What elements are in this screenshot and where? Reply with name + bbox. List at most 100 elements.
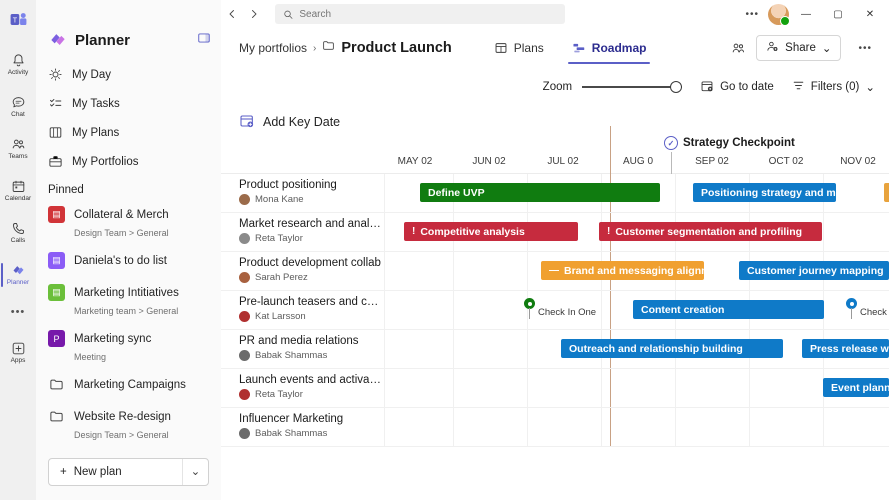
header-more-icon[interactable]: ••• bbox=[858, 42, 872, 54]
row-title: Pre-launch teasers and cam... bbox=[239, 296, 384, 308]
sun-icon bbox=[49, 68, 62, 81]
pinned-item-marketing-sync[interactable]: P Marketing sync Meeting bbox=[36, 324, 221, 370]
task-bar[interactable]: ! Competitive analysis bbox=[404, 222, 578, 241]
app-header: My portfolios › Product Launch Plans Road… bbox=[221, 28, 889, 68]
check-in-marker[interactable]: Check In bbox=[846, 298, 889, 320]
bell-icon bbox=[12, 54, 24, 67]
task-bar[interactable]: — Brand and messaging alignment bbox=[541, 261, 704, 280]
task-bar[interactable]: Press release writing bbox=[802, 339, 889, 358]
roadmap-row: Influencer Marketing Babak Shammas bbox=[221, 408, 889, 447]
zoom-control[interactable]: Zoom bbox=[542, 80, 683, 94]
planner-sidebar: Planner My Day My Tasks My Plans My Portfol… bbox=[36, 0, 221, 500]
rail-item-planner[interactable]: Planner bbox=[0, 254, 36, 296]
rail-item-calendar[interactable]: Calendar bbox=[0, 170, 36, 212]
pinned-item-name: Website Re-design bbox=[74, 411, 171, 423]
task-bar[interactable] bbox=[884, 183, 889, 202]
avatar bbox=[239, 194, 250, 205]
sidebar-item-my-portfolios[interactable]: My Portfolios bbox=[36, 147, 221, 176]
row-label[interactable]: Launch events and activations Reta Taylor bbox=[239, 373, 384, 400]
sidebar-item-my-tasks[interactable]: My Tasks bbox=[36, 89, 221, 118]
pinned-item-subtitle: Marketing team > General bbox=[74, 306, 179, 316]
pinned-item-marketing-campaigns[interactable]: Marketing Campaigns bbox=[36, 370, 221, 402]
timeline-tick: OCT 02 bbox=[768, 156, 804, 167]
priority-icon: — bbox=[549, 265, 559, 276]
row-title: PR and media relations bbox=[239, 335, 359, 347]
search-input[interactable] bbox=[299, 8, 557, 20]
titlebar-more-icon[interactable]: ••• bbox=[745, 8, 759, 20]
breadcrumb-root[interactable]: My portfolios bbox=[239, 41, 308, 55]
row-label[interactable]: PR and media relations Babak Shammas bbox=[239, 334, 384, 361]
roadmap-row: PR and media relations Babak Shammas Outre… bbox=[221, 330, 889, 369]
user-avatar[interactable] bbox=[768, 3, 790, 26]
back-button[interactable] bbox=[221, 3, 243, 25]
pin-icon bbox=[524, 298, 535, 320]
row-label[interactable]: Market research and analysis Reta Taylor bbox=[239, 217, 384, 244]
timeline-tick: JUL 02 bbox=[547, 156, 579, 167]
row-label[interactable]: Pre-launch teasers and cam... Kat Larsson bbox=[239, 295, 384, 322]
pinned-item-marketing-intitiatives[interactable]: ▤ Marketing Intitiatives Marketing team > … bbox=[36, 278, 221, 324]
row-label[interactable]: Product positioning Mona Kane bbox=[239, 178, 384, 205]
milestone-strategy-checkpoint[interactable]: ✓ Strategy Checkpoint bbox=[664, 136, 795, 150]
go-to-date-label: Go to date bbox=[720, 81, 774, 93]
task-bar-label: Positioning strategy and mess... bbox=[701, 186, 836, 199]
row-label[interactable]: Influencer Marketing Babak Shammas bbox=[239, 412, 384, 439]
task-bar[interactable]: Outreach and relationship building bbox=[561, 339, 783, 358]
task-bar[interactable]: Define UVP bbox=[420, 183, 660, 202]
people-group-icon[interactable] bbox=[731, 41, 746, 56]
check-in-marker[interactable]: Check In One bbox=[524, 298, 596, 320]
timeline-tick: NOV 02 bbox=[840, 156, 876, 167]
zoom-slider-knob[interactable] bbox=[670, 81, 683, 93]
zoom-slider[interactable] bbox=[582, 80, 683, 94]
task-bar-label: Customer journey mapping bbox=[747, 264, 884, 277]
teams-logo-icon: T bbox=[9, 10, 28, 34]
rail-item-label: Calendar bbox=[4, 195, 32, 202]
task-bar[interactable]: Positioning strategy and mess... bbox=[693, 183, 836, 202]
avatar bbox=[239, 428, 250, 439]
sidebar-item-my-day[interactable]: My Day bbox=[36, 60, 221, 89]
rail-item-calls[interactable]: Calls bbox=[0, 212, 36, 254]
sidebar-nav-list: My Day My Tasks My Plans My Portfolios bbox=[36, 60, 221, 176]
pinned-item-website-re-design[interactable]: Website Re-design Design Team > General bbox=[36, 402, 221, 448]
rail-item-chat[interactable]: Chat bbox=[0, 86, 36, 128]
add-key-date-button[interactable]: Add Key Date bbox=[221, 106, 889, 136]
rail-more-icon[interactable]: ••• bbox=[10, 306, 26, 318]
new-plan-button[interactable]: + New plan ⌄ bbox=[48, 458, 209, 486]
task-bar[interactable]: Event planning bbox=[823, 378, 889, 397]
new-plan-label: New plan bbox=[73, 466, 122, 478]
row-assignee: Babak Shammas bbox=[239, 428, 384, 439]
row-label[interactable]: Product development collab Sarah Perez bbox=[239, 256, 384, 283]
filters-button[interactable]: Filters (0) ⌄ bbox=[792, 79, 875, 95]
chevron-down-icon: ⌄ bbox=[821, 43, 832, 55]
sidebar-item-my-plans[interactable]: My Plans bbox=[36, 118, 221, 147]
go-to-date-button[interactable]: Go to date bbox=[700, 79, 774, 96]
maximize-button[interactable]: ▢ bbox=[833, 8, 843, 20]
check-in-label: Check In bbox=[860, 307, 889, 318]
task-bar[interactable]: Customer journey mapping bbox=[739, 261, 889, 280]
chevron-down-icon[interactable]: ⌄ bbox=[182, 459, 208, 485]
minimize-button[interactable]: — bbox=[801, 8, 811, 20]
row-assignee: Mona Kane bbox=[239, 194, 384, 205]
search-icon bbox=[284, 10, 293, 19]
zoom-label: Zoom bbox=[542, 81, 573, 93]
rail-item-activity[interactable]: Activity bbox=[0, 44, 36, 86]
task-bar-label: Event planning bbox=[831, 381, 889, 394]
task-bar[interactable]: ! Customer segmentation and profiling bbox=[599, 222, 822, 241]
folder-icon bbox=[48, 376, 65, 393]
task-bar[interactable]: Content creation bbox=[633, 300, 824, 319]
rail-item-apps[interactable]: Apps bbox=[0, 332, 36, 374]
search-box[interactable] bbox=[275, 4, 565, 24]
roadmap-row: Market research and analysis Reta Taylor!… bbox=[221, 213, 889, 252]
todo-icon: ▤ bbox=[48, 252, 65, 269]
close-button[interactable]: ✕ bbox=[865, 8, 875, 20]
forward-button[interactable] bbox=[243, 3, 265, 25]
timeline-tick: SEP 02 bbox=[695, 156, 729, 167]
tab-roadmap[interactable]: Roadmap bbox=[560, 28, 659, 68]
tab-plans[interactable]: Plans bbox=[482, 28, 556, 68]
pinned-item-daniela-s-to-do-list[interactable]: ▤ Daniela's to do list bbox=[36, 246, 221, 278]
task-bar-label: Customer segmentation and profiling bbox=[615, 225, 803, 238]
collapse-panel-icon[interactable] bbox=[197, 31, 211, 50]
pinned-item-collateral-merch[interactable]: ▤ Collateral & Merch Design Team > General bbox=[36, 200, 221, 246]
rail-item-teams[interactable]: Teams bbox=[0, 128, 36, 170]
pinned-item-subtitle: Meeting bbox=[74, 352, 107, 362]
share-button[interactable]: Share ⌄ bbox=[756, 35, 842, 61]
